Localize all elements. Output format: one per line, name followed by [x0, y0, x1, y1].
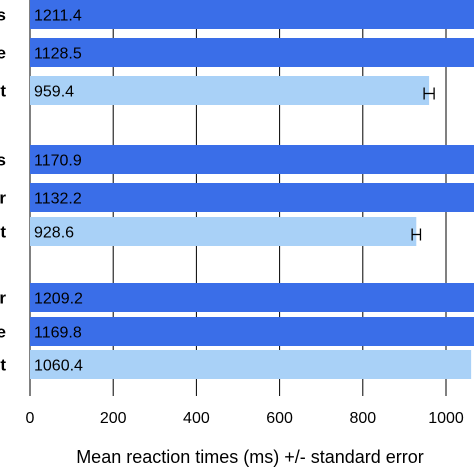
bar-value-label: 1170.9 [34, 153, 82, 170]
bar [30, 38, 474, 67]
bar [30, 183, 474, 212]
bars [30, 0, 474, 379]
category-label: r [0, 289, 6, 308]
bar-value-label: 1060.4 [34, 358, 83, 375]
bar-value-label: 1128.5 [34, 46, 82, 63]
x-tick-labels: 0 200 400 600 800 1000 [26, 410, 464, 427]
bar-value-label: 928.6 [34, 225, 74, 242]
bar-value-label: 1132.2 [34, 191, 82, 208]
category-label: r [0, 189, 6, 208]
bar [30, 76, 430, 105]
x-axis-title: Mean reaction times (ms) +/- standard er… [76, 447, 424, 467]
x-tick-label: 400 [183, 410, 210, 427]
category-label: t [0, 356, 6, 375]
x-tick-label: 200 [100, 410, 127, 427]
category-label: e [0, 323, 6, 342]
bar-value-label: 1211.4 [34, 8, 82, 25]
category-label: s [0, 151, 6, 170]
bar [30, 0, 474, 29]
bar [30, 350, 472, 379]
category-label: e [0, 44, 6, 63]
error-bars [411, 87, 435, 241]
bar [30, 145, 474, 174]
category-label: s [0, 6, 6, 25]
x-tick-label: 600 [266, 410, 293, 427]
bar [30, 217, 417, 246]
bar [30, 283, 474, 312]
x-tick-label: 1000 [428, 410, 464, 427]
bar-value-label: 1169.8 [34, 325, 82, 342]
bar-value-label: 959.4 [34, 84, 74, 101]
x-tick-label: 800 [349, 410, 376, 427]
bar [30, 317, 474, 346]
x-tick-label: 0 [26, 410, 35, 427]
category-label: t [0, 82, 6, 101]
bar-value-label: 1209.2 [34, 291, 83, 308]
category-label: t [0, 223, 6, 242]
value-labels: 1211.4 1128.5 959.4 1170.9 1132.2 928.6 1209.2… [34, 8, 83, 375]
